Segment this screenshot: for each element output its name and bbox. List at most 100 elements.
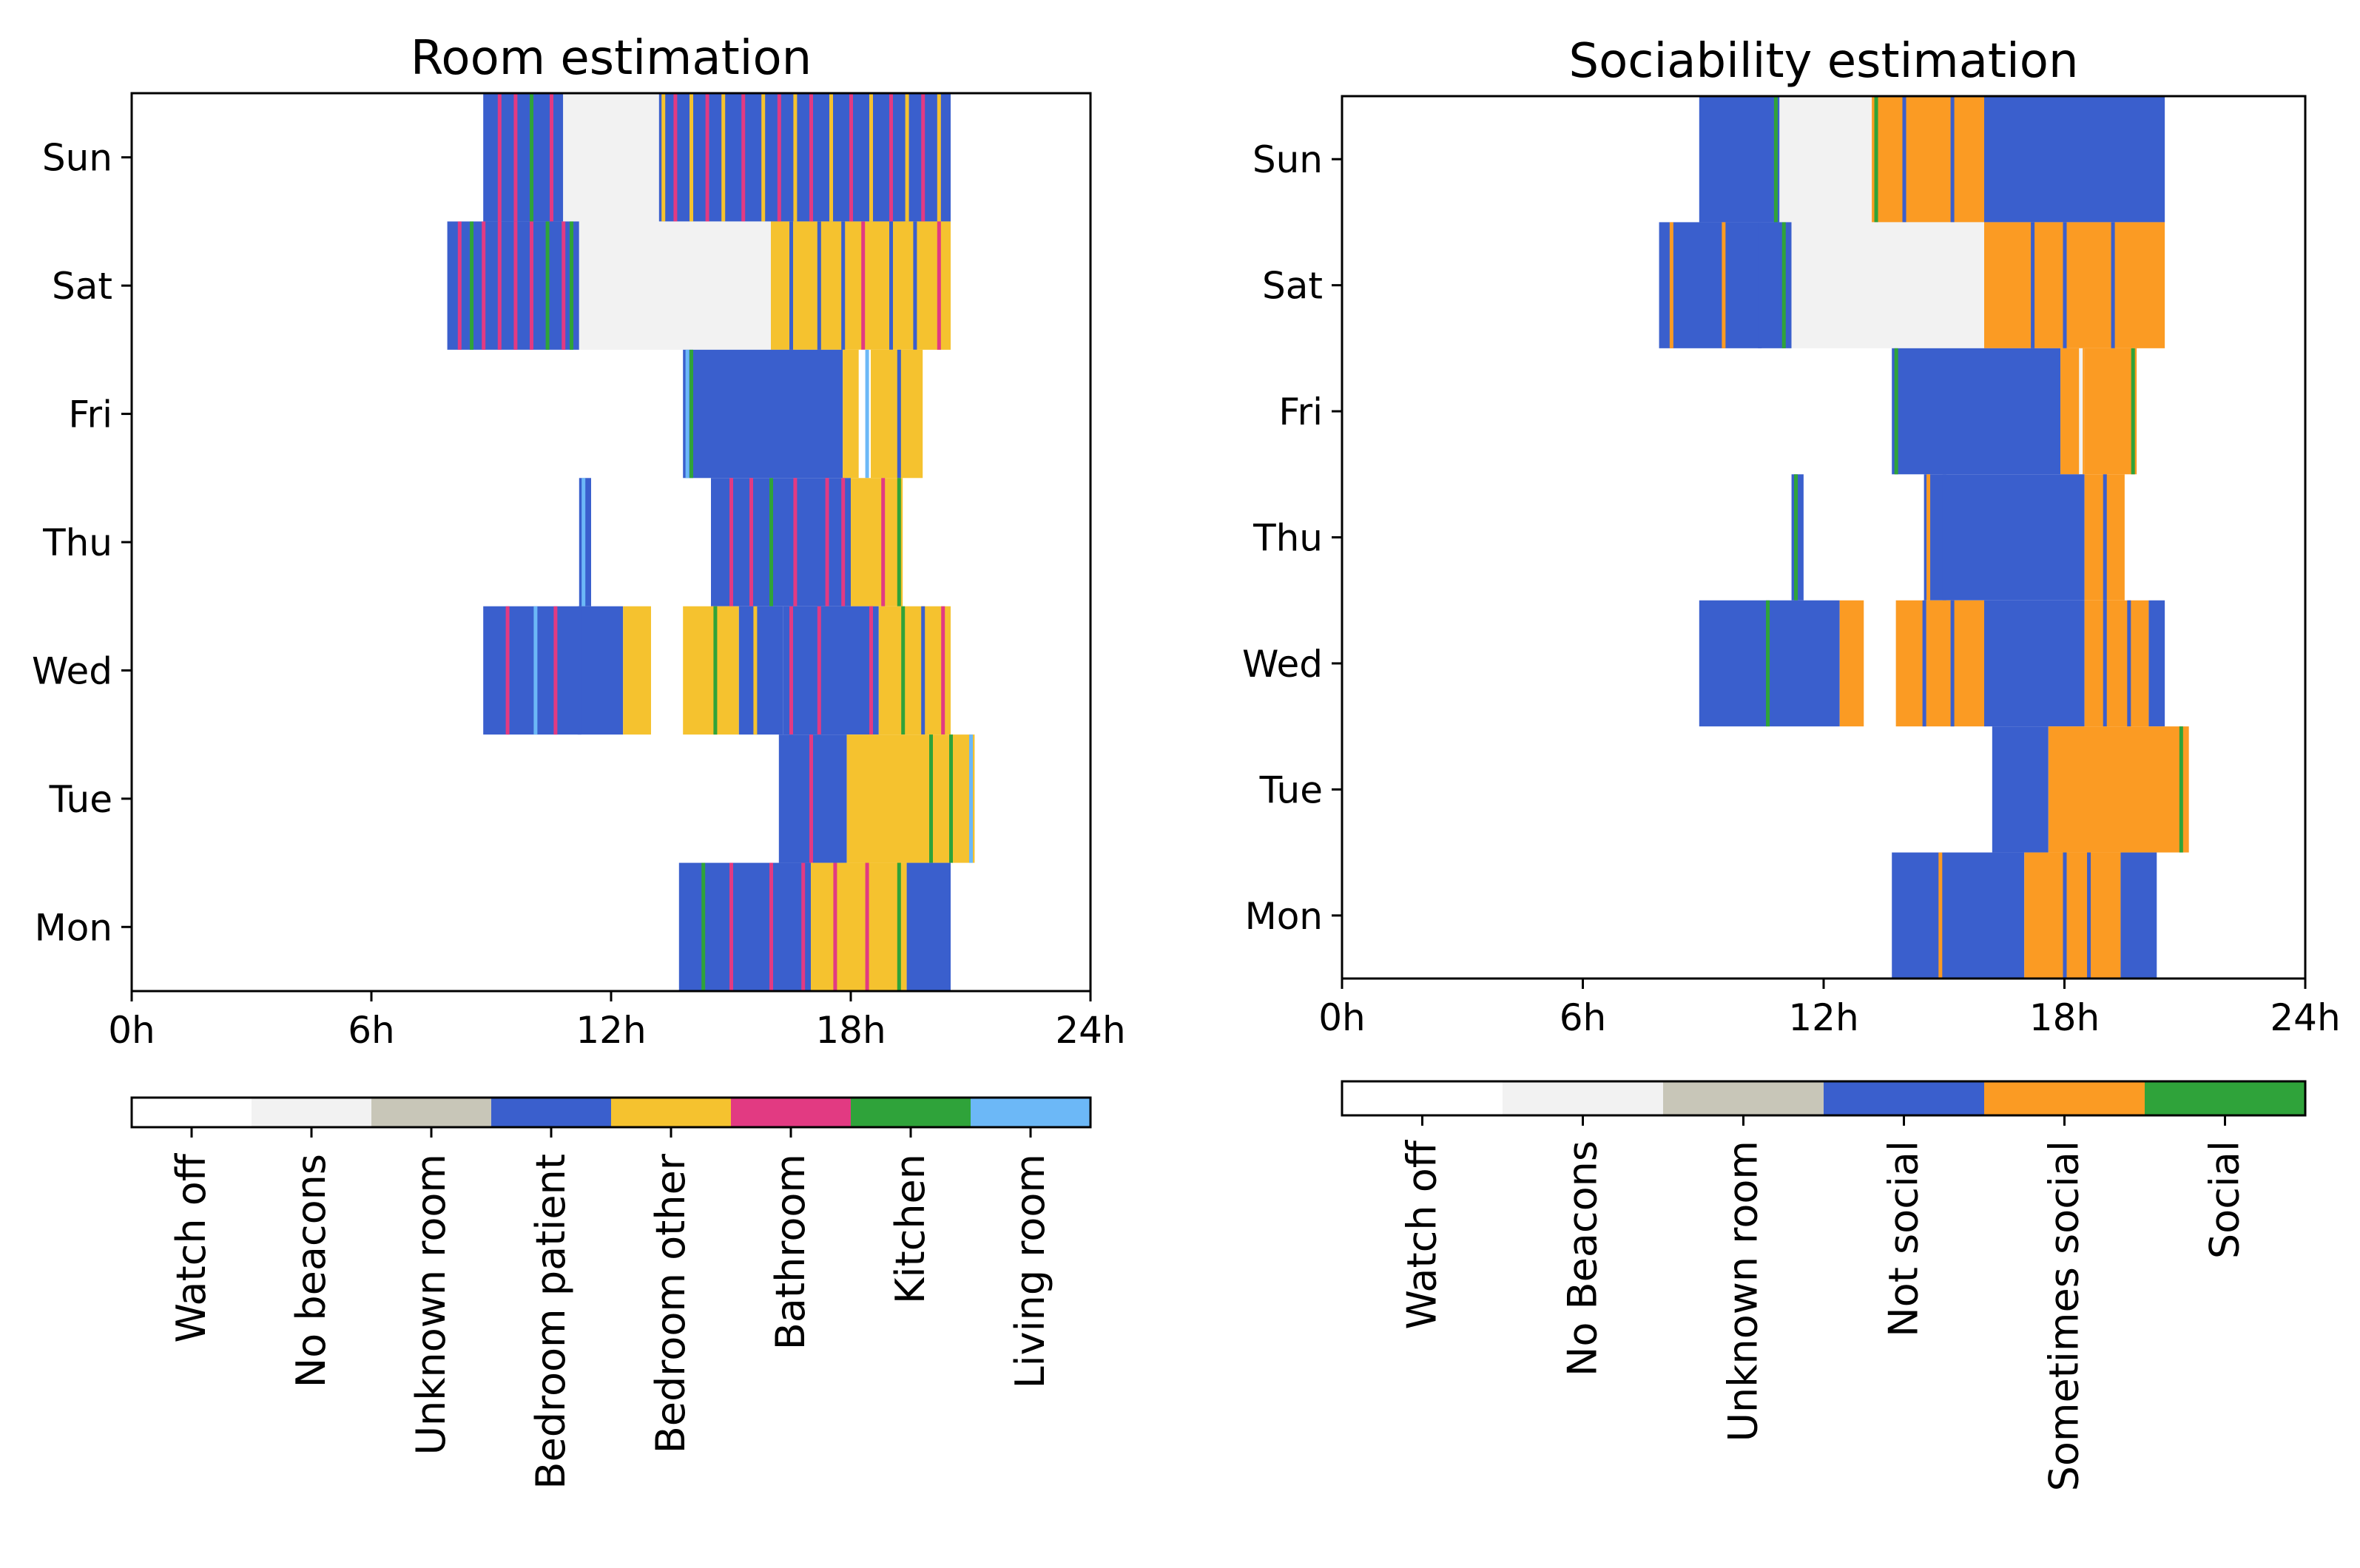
y-tick-label: Mon — [1245, 895, 1323, 938]
segment-not-social — [2031, 222, 2035, 348]
segment-bedroom-other — [761, 93, 766, 222]
x-tick-label: 18h — [815, 1009, 886, 1052]
colorbar-frame — [1341, 1080, 2307, 1117]
legend-label: Unknown room — [1720, 1140, 1767, 1442]
y-tick-label: Mon — [35, 906, 112, 949]
segment-kitchen — [897, 478, 901, 606]
segment-bathroom — [562, 221, 566, 350]
day-row-sat — [447, 221, 951, 350]
segment-bathroom — [769, 862, 773, 991]
legend-label: Watch off — [168, 1152, 215, 1342]
day-row-tue — [1992, 726, 2189, 853]
day-row-thu — [579, 478, 903, 606]
segment-bathroom — [789, 606, 793, 735]
x-tick-label: 18h — [2029, 996, 2100, 1039]
segment-bedroom-patient — [577, 606, 581, 735]
colorbar-legend: Watch off No beacons Unknown room Bedroom p… — [130, 1096, 1092, 1490]
segment-bathroom — [513, 93, 518, 222]
segment-bedroom-other — [793, 93, 798, 222]
legend-label: Bedroom patient — [527, 1154, 574, 1490]
segment-bedroom-patient — [483, 606, 624, 735]
segment-bathroom — [497, 93, 502, 222]
segment-not-social — [2111, 222, 2115, 348]
segment-not-social — [2120, 852, 2157, 979]
segment-bathroom — [729, 478, 733, 606]
legend-label: Bedroom other — [647, 1153, 694, 1453]
segment-bedroom-patient — [889, 221, 893, 350]
segment-sometimes-social — [1895, 600, 1984, 727]
segment-bathroom — [841, 478, 846, 606]
day-row-sun — [483, 93, 951, 222]
segment-bedroom-other — [843, 349, 859, 479]
segment-bedroom-other — [721, 93, 726, 222]
legend-swatch-unknown-room — [371, 1098, 492, 1127]
segment-bedroom-other — [869, 93, 873, 222]
legend-swatch-kitchen — [851, 1098, 971, 1127]
segment-social — [1766, 600, 1770, 727]
legend-swatch-social — [2145, 1081, 2306, 1115]
x-tick-label: 12h — [1788, 996, 1858, 1039]
segment-not-social — [1942, 474, 1946, 601]
segment-not-social — [1924, 474, 2085, 601]
segment-bathroom — [809, 93, 813, 222]
segment-not-social — [1922, 600, 1926, 727]
segment-living-room — [685, 349, 690, 479]
day-row-wed — [483, 606, 951, 735]
legend-swatch-watch-off — [1342, 1081, 1503, 1115]
segment-bedroom-other — [683, 606, 739, 735]
legend-label: Social — [2202, 1140, 2248, 1259]
segment-living-room — [581, 478, 586, 606]
segment-kitchen — [701, 862, 706, 991]
segment-kitchen — [545, 221, 550, 350]
segment-bathroom — [530, 221, 533, 350]
x-tick-label: 12h — [576, 1009, 646, 1052]
segment-kitchen — [949, 734, 953, 863]
segment-bedroom-other — [846, 734, 975, 863]
segment-kitchen — [470, 221, 473, 350]
segment-sometimes-social — [1872, 96, 1984, 223]
legend-label: Kitchen — [887, 1154, 934, 1304]
segment-sometimes-social — [1669, 222, 1673, 348]
day-row-thu — [1791, 474, 2125, 601]
sociability-estimation-chart: Sociability estimation Sun Sat Fri Thu Wed Tue… — [1242, 34, 2341, 1491]
legend-label: No beacons — [288, 1154, 334, 1388]
colorbar-frame — [130, 1096, 1092, 1129]
segment-not-social — [2063, 222, 2067, 348]
legend-label: Sometimes social — [2041, 1140, 2088, 1491]
segment-sometimes-social — [2048, 726, 2189, 853]
y-tick-label: Fri — [1278, 391, 1323, 433]
segment-bathroom — [729, 862, 733, 991]
segment-bathroom — [833, 862, 837, 991]
day-row-tue — [778, 734, 975, 863]
segment-bathroom — [937, 221, 941, 350]
segment-bathroom — [777, 93, 781, 222]
segment-not-social — [1950, 96, 1955, 223]
segment-no-beacons — [1791, 222, 1984, 348]
x-tick-label: 6h — [348, 1009, 395, 1052]
data-bars — [447, 93, 975, 991]
segment-bedroom-other — [851, 478, 903, 606]
y-tick-label: Wed — [1242, 643, 1323, 686]
legend-swatch-watch-off — [132, 1098, 252, 1127]
segment-kitchen — [929, 734, 933, 863]
day-row-sat — [1659, 222, 2165, 348]
segment-social — [1794, 474, 1798, 601]
segment-bathroom — [553, 606, 558, 735]
y-tick-label: Sat — [52, 265, 112, 308]
x-tick-label: 0h — [1318, 996, 1366, 1039]
segment-bedroom-patient — [897, 349, 901, 479]
segment-bathroom — [869, 606, 873, 735]
segment-bathroom — [673, 93, 678, 222]
legend-label: Watch off — [1399, 1139, 1446, 1329]
segment-kitchen — [769, 478, 773, 606]
segment-not-social — [2127, 600, 2131, 727]
segment-not-social — [1950, 600, 1955, 727]
segment-not-social — [1758, 222, 1762, 348]
data-bars — [1659, 96, 2189, 979]
segment-bathroom — [749, 478, 753, 606]
segment-bathroom — [881, 478, 886, 606]
segment-bathroom — [793, 478, 798, 606]
segment-not-social — [1892, 348, 2061, 475]
legend-swatch-not-social — [1824, 1081, 1985, 1115]
y-tick-label: Tue — [49, 778, 112, 821]
